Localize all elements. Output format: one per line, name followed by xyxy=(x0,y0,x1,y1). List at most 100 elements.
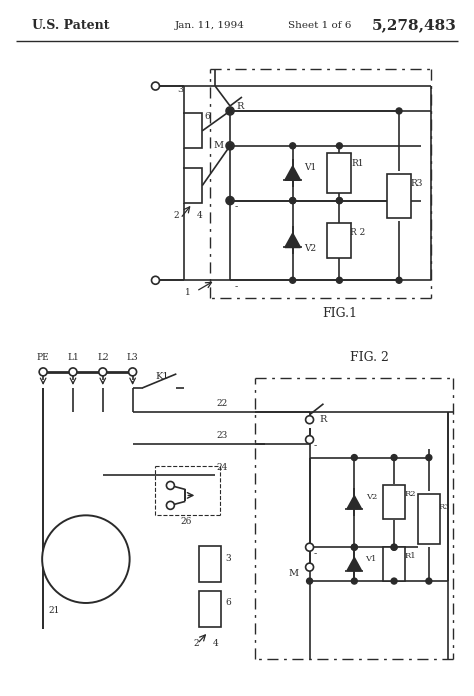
Text: 3~: 3~ xyxy=(78,563,94,573)
Text: 4: 4 xyxy=(196,211,202,220)
Circle shape xyxy=(152,82,159,90)
Circle shape xyxy=(226,107,234,115)
Bar xyxy=(328,223,351,258)
Text: R1: R1 xyxy=(404,552,416,560)
Text: M: M xyxy=(80,546,92,559)
Circle shape xyxy=(306,543,313,551)
Circle shape xyxy=(152,276,159,284)
Bar xyxy=(418,494,440,544)
Text: 26: 26 xyxy=(181,517,192,525)
Text: -: - xyxy=(314,548,317,557)
Circle shape xyxy=(226,196,234,205)
Text: R1: R1 xyxy=(351,159,364,168)
Text: 22: 22 xyxy=(217,400,228,409)
Bar xyxy=(199,591,221,627)
Circle shape xyxy=(290,277,296,283)
Text: 3: 3 xyxy=(225,553,231,562)
Polygon shape xyxy=(285,166,301,180)
Circle shape xyxy=(226,142,234,150)
Circle shape xyxy=(307,578,312,584)
Circle shape xyxy=(396,277,402,283)
Circle shape xyxy=(337,198,342,203)
Text: 21: 21 xyxy=(48,606,60,615)
Text: L2: L2 xyxy=(97,354,109,363)
Circle shape xyxy=(351,544,357,551)
Text: -: - xyxy=(234,282,237,291)
Circle shape xyxy=(306,563,313,571)
Circle shape xyxy=(391,544,397,551)
Circle shape xyxy=(128,368,137,376)
Text: 23: 23 xyxy=(217,431,228,440)
Circle shape xyxy=(391,578,397,584)
Text: -: - xyxy=(314,441,317,450)
Text: V1: V1 xyxy=(304,163,317,172)
Circle shape xyxy=(391,454,397,461)
Text: M: M xyxy=(82,545,94,557)
Text: V1: V1 xyxy=(365,555,377,563)
Circle shape xyxy=(426,578,432,584)
Circle shape xyxy=(391,544,397,551)
Text: R3: R3 xyxy=(439,503,451,512)
Text: U.S. Patent: U.S. Patent xyxy=(32,19,109,32)
Bar xyxy=(184,113,202,148)
Text: -: - xyxy=(234,202,237,211)
Polygon shape xyxy=(347,557,361,571)
Bar xyxy=(387,174,411,218)
Circle shape xyxy=(227,143,233,149)
Circle shape xyxy=(351,544,357,551)
Bar xyxy=(199,546,221,582)
Polygon shape xyxy=(285,233,301,247)
Circle shape xyxy=(337,143,342,149)
Text: 24: 24 xyxy=(217,463,228,472)
Circle shape xyxy=(69,368,77,376)
Text: FIG. 2: FIG. 2 xyxy=(350,351,389,365)
Text: L1: L1 xyxy=(67,354,79,363)
Bar xyxy=(383,547,405,581)
Circle shape xyxy=(166,501,174,509)
Circle shape xyxy=(306,436,313,443)
Circle shape xyxy=(396,108,402,114)
Circle shape xyxy=(227,108,233,114)
Circle shape xyxy=(351,454,357,461)
Text: Jan. 11, 1994: Jan. 11, 1994 xyxy=(175,21,245,30)
Text: 6: 6 xyxy=(225,599,231,608)
Circle shape xyxy=(306,416,313,424)
Text: V2: V2 xyxy=(304,244,317,253)
Text: 6: 6 xyxy=(204,113,210,121)
Text: 1: 1 xyxy=(185,287,191,296)
Text: 2: 2 xyxy=(173,211,179,220)
Circle shape xyxy=(337,198,342,203)
Circle shape xyxy=(337,277,342,283)
Circle shape xyxy=(290,198,296,203)
Bar xyxy=(184,168,202,203)
Text: 3~: 3~ xyxy=(80,564,96,574)
Polygon shape xyxy=(347,496,361,509)
Circle shape xyxy=(227,198,233,203)
Circle shape xyxy=(426,454,432,461)
Bar xyxy=(383,485,405,519)
Text: 4: 4 xyxy=(213,640,219,648)
Text: M: M xyxy=(213,141,223,150)
Text: M: M xyxy=(289,569,299,578)
Circle shape xyxy=(290,143,296,149)
Circle shape xyxy=(290,198,296,203)
Text: R: R xyxy=(320,416,327,425)
Circle shape xyxy=(166,482,174,489)
Bar xyxy=(328,153,351,193)
Text: R: R xyxy=(237,102,244,111)
Text: 5,278,483: 5,278,483 xyxy=(372,18,456,32)
Text: 2: 2 xyxy=(193,640,199,648)
Text: R3: R3 xyxy=(411,179,423,188)
Text: R2: R2 xyxy=(404,491,416,498)
Text: FIG.1: FIG.1 xyxy=(322,307,357,319)
Text: PE: PE xyxy=(37,354,49,363)
Circle shape xyxy=(42,515,129,603)
Text: V2: V2 xyxy=(365,493,377,501)
Text: L3: L3 xyxy=(127,354,138,363)
Text: 3: 3 xyxy=(177,84,183,93)
Text: Sheet 1 of 6: Sheet 1 of 6 xyxy=(288,21,351,30)
Circle shape xyxy=(351,578,357,584)
Circle shape xyxy=(99,368,107,376)
Text: R 2: R 2 xyxy=(350,228,365,237)
Circle shape xyxy=(39,368,47,376)
